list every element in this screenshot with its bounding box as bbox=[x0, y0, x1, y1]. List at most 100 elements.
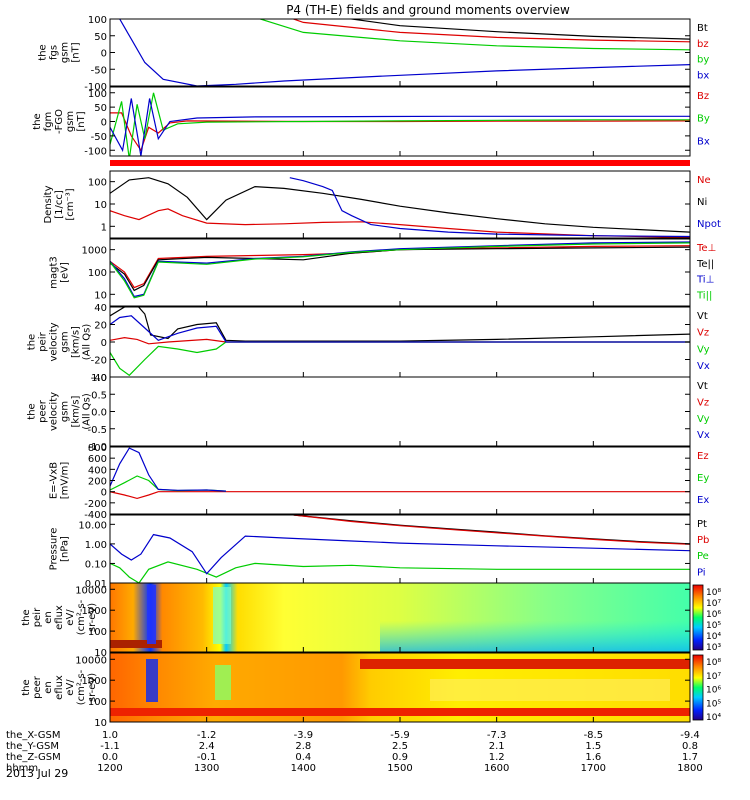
panel-density: Ne Ni Npot 100 10 1 Density [1/cc] [cm⁻³] bbox=[43, 170, 721, 239]
y-tick-label: 100 bbox=[88, 15, 107, 26]
series-line-Bz bbox=[110, 112, 690, 152]
panel-peer_velocity: Vt Vz Vy Vx 1.0 0.5 0.0 -0.5 -1.0 the peer velocity… bbox=[27, 373, 710, 453]
series-line-Pe bbox=[110, 561, 690, 583]
y-axis-label: (All Qs) bbox=[82, 393, 93, 430]
y-tick-label: 0 bbox=[101, 488, 107, 499]
y-axis-label: gsm bbox=[60, 42, 71, 63]
ephemeris-value: 0.0 bbox=[102, 752, 118, 763]
colorbar-tick-label: 10⁷ bbox=[706, 672, 721, 682]
panel-frame bbox=[109, 376, 691, 447]
legend-entry: Vy bbox=[697, 414, 710, 425]
y-axis-label: (All Qs) bbox=[82, 324, 93, 361]
y-tick-label: 40 bbox=[94, 303, 107, 314]
panel-frame bbox=[109, 18, 691, 87]
y-axis-label: Density bbox=[43, 185, 54, 223]
y-axis-label: [mV/m] bbox=[60, 462, 71, 500]
y-tick-label: 0.01 bbox=[85, 579, 107, 590]
y-axis-label: sr-eV) bbox=[87, 603, 98, 632]
spectrogram-band bbox=[146, 659, 158, 702]
y-axis-label: [eV] bbox=[60, 262, 71, 283]
ephemeris-value: -8.5 bbox=[584, 730, 604, 741]
y-axis-label: [km/s] bbox=[71, 395, 82, 427]
ephemeris-value: 1.7 bbox=[682, 752, 698, 763]
ephemeris-value: -7.3 bbox=[487, 730, 507, 741]
legend-entry: Vt bbox=[697, 311, 708, 322]
legend-entry: Npot bbox=[697, 219, 721, 230]
y-tick-label: 400 bbox=[88, 465, 107, 476]
ephemeris-value: 1.2 bbox=[489, 752, 505, 763]
y-tick-label: 1000 bbox=[82, 606, 107, 617]
y-axis-label: peir bbox=[38, 331, 49, 351]
ephemeris-value: 2.4 bbox=[199, 741, 215, 752]
legend-entry: Vx bbox=[697, 430, 710, 441]
y-tick-label: -100 bbox=[84, 82, 107, 93]
y-axis-label: eV/ bbox=[65, 609, 76, 626]
date-label: 2013 Jul 29 bbox=[6, 767, 68, 780]
y-tick-label: 100 bbox=[88, 178, 107, 189]
ephemeris-value: -1.2 bbox=[197, 730, 217, 741]
colorbar-tick-label: 10⁶ bbox=[706, 610, 721, 620]
y-axis-label: [nT] bbox=[76, 111, 87, 131]
y-tick-label: 1000 bbox=[82, 246, 107, 257]
y-tick-label: 0 bbox=[101, 338, 107, 349]
y-axis-label: [cm⁻³] bbox=[65, 188, 76, 220]
series-line-Ni bbox=[110, 177, 690, 233]
series-line-Te⊥ bbox=[110, 245, 690, 289]
y-tick-label: 10000 bbox=[75, 655, 107, 666]
series-line-Ey bbox=[110, 475, 227, 492]
legend-entry: Pt bbox=[697, 519, 707, 530]
ephemeris-footer: the_X-GSM 1.0 -1.2 -3.9 -5.9 -7.3 -8.5 -9.4 the_… bbox=[6, 730, 703, 774]
ephemeris-value: 1600 bbox=[484, 763, 509, 774]
series-line-Pb bbox=[293, 515, 690, 545]
y-axis-label: the bbox=[38, 44, 49, 60]
ephemeris-value: 1400 bbox=[291, 763, 316, 774]
y-axis-label: gsm bbox=[60, 401, 71, 422]
colorbar bbox=[692, 584, 704, 651]
ephemeris-value: 1300 bbox=[194, 763, 219, 774]
y-tick-label: -1.0 bbox=[87, 442, 107, 453]
colorbar-tick-label: 10⁸ bbox=[706, 658, 721, 668]
y-axis-label: the bbox=[21, 609, 32, 625]
series-line-bz bbox=[291, 19, 690, 43]
ephemeris-value: -1.1 bbox=[100, 741, 120, 752]
colorbar-tick-label: 10⁷ bbox=[706, 599, 721, 609]
y-tick-label: 20 bbox=[94, 321, 107, 332]
colorbar-tick-label: 10⁴ bbox=[706, 713, 721, 723]
ephemeris-value: 1700 bbox=[581, 763, 606, 774]
panel-peir_velocity: Vt Vz Vy Vx 40 20 0 -20 -40 the peir velocity gsm [km… bbox=[27, 303, 710, 384]
y-axis-label: fgs bbox=[49, 45, 60, 60]
y-tick-label: 10 bbox=[94, 718, 107, 729]
y-axis-label: Pressure bbox=[49, 528, 60, 571]
spectrogram-band bbox=[215, 665, 231, 700]
y-axis-label: [1/cc] bbox=[54, 190, 65, 219]
y-tick-label: 800 bbox=[88, 443, 107, 454]
series-line-By bbox=[110, 92, 690, 156]
y-axis-label: magt3 bbox=[49, 256, 60, 289]
ephemeris-label: the_Z-GSM bbox=[6, 752, 61, 763]
y-tick-label: 50 bbox=[94, 103, 107, 114]
y-axis-label: en bbox=[43, 681, 54, 694]
y-tick-label: 0.5 bbox=[91, 390, 107, 401]
figure-title: P4 (TH-E) fields and ground moments over… bbox=[286, 3, 570, 17]
colorbar-tick-label: 10³ bbox=[706, 643, 721, 653]
series-line-Pi bbox=[110, 533, 690, 575]
ephemeris-value: 0.9 bbox=[392, 752, 408, 763]
ephemeris-value: 0.8 bbox=[682, 741, 698, 752]
ephemeris-label: hhmm bbox=[6, 763, 38, 774]
y-axis-label: gsm bbox=[65, 111, 76, 132]
y-tick-label: 10000 bbox=[75, 585, 107, 596]
y-tick-label: -100 bbox=[84, 146, 107, 157]
y-axis-label: eflux bbox=[54, 675, 65, 700]
y-tick-label: 0 bbox=[101, 118, 107, 129]
y-tick-label: -0.5 bbox=[87, 425, 107, 436]
y-tick-label: 100 bbox=[88, 697, 107, 708]
series-line-bx bbox=[119, 19, 690, 86]
y-axis-label: peer bbox=[38, 399, 49, 423]
legend-entry: Bt bbox=[697, 23, 708, 34]
series-line-Bx bbox=[110, 98, 690, 156]
legend-entry: Ti|| bbox=[696, 291, 712, 302]
spectrogram-band bbox=[430, 679, 670, 701]
ephemeris-value: 1200 bbox=[97, 763, 122, 774]
y-axis-label: (cm²-s- bbox=[76, 599, 87, 635]
